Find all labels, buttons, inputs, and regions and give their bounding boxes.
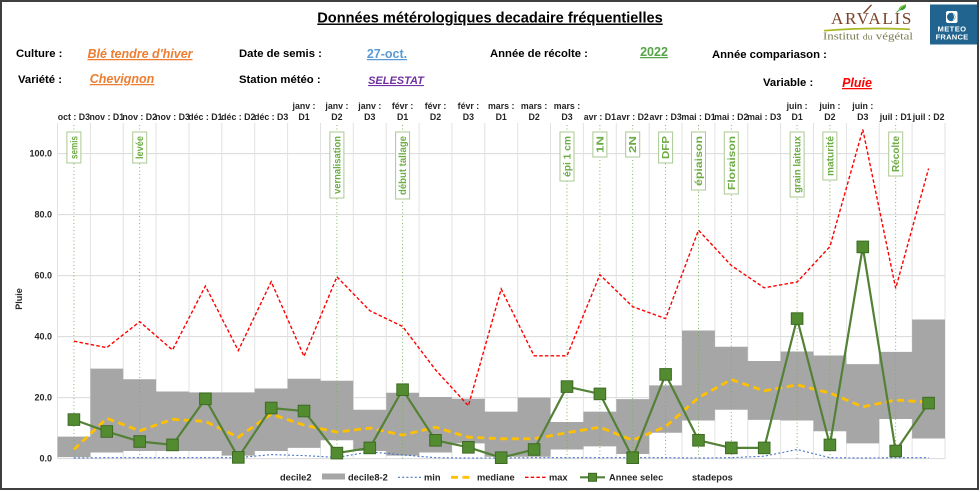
svg-text:decile8-2: decile8-2 — [348, 473, 388, 483]
svg-text:mars :: mars : — [554, 101, 580, 111]
svg-text:févr :: févr : — [425, 101, 447, 111]
svg-text:nov : D2: nov : D2 — [122, 112, 157, 122]
svg-text:déc : D3: déc : D3 — [254, 112, 288, 122]
svg-text:Pluie: Pluie — [842, 76, 872, 90]
svg-text:Année de récolte :: Année de récolte : — [490, 48, 588, 60]
svg-text:Variété :: Variété : — [18, 74, 62, 86]
svg-text:D1: D1 — [496, 112, 507, 122]
svg-text:semis: semis — [69, 136, 80, 159]
svg-text:déc : D1: déc : D1 — [188, 112, 222, 122]
svg-text:mars :: mars : — [521, 101, 547, 111]
svg-text:janv :: janv : — [292, 101, 316, 111]
svg-text:min: min — [424, 473, 441, 483]
svg-text:févr :: févr : — [392, 101, 414, 111]
svg-text:60.0: 60.0 — [34, 271, 52, 281]
svg-text:nov : D3: nov : D3 — [155, 112, 190, 122]
svg-text:avr : D1: avr : D1 — [584, 112, 616, 122]
svg-text:janv :: janv : — [357, 101, 381, 111]
svg-text:D1: D1 — [397, 112, 408, 122]
svg-text:D2: D2 — [430, 112, 441, 122]
svg-text:2022: 2022 — [640, 45, 668, 59]
svg-text:FRANCE: FRANCE — [936, 33, 969, 42]
svg-text:stadepos: stadepos — [692, 473, 733, 483]
svg-text:juin :: juin : — [786, 101, 808, 111]
svg-text:épiaison: épiaison — [694, 136, 705, 186]
svg-text:D3: D3 — [561, 112, 572, 122]
svg-text:D3: D3 — [364, 112, 375, 122]
svg-text:grain laiteux: grain laiteux — [793, 136, 804, 193]
svg-text:Récolte: Récolte — [891, 136, 902, 172]
svg-text:épi 1 cm: épi 1 cm — [563, 136, 574, 177]
svg-text:Pluie: Pluie — [14, 288, 24, 310]
svg-text:Station météo :: Station météo : — [239, 74, 321, 86]
svg-text:mai : D3: mai : D3 — [747, 112, 781, 122]
svg-text:D2: D2 — [528, 112, 539, 122]
svg-text:D3: D3 — [857, 112, 868, 122]
svg-text:déc : D2: déc : D2 — [221, 112, 255, 122]
svg-text:SELESTAT: SELESTAT — [368, 75, 425, 87]
svg-text:max: max — [549, 473, 568, 483]
svg-text:0.0: 0.0 — [39, 454, 52, 464]
svg-text:D1: D1 — [791, 112, 802, 122]
svg-text:maturité: maturité — [825, 136, 836, 176]
svg-text:27-oct.: 27-oct. — [367, 47, 407, 61]
svg-text:D2: D2 — [824, 112, 835, 122]
svg-text:DFP: DFP — [661, 136, 672, 159]
svg-text:Données métérologiques decadai: Données métérologiques decadaire fréquen… — [317, 11, 663, 27]
svg-text:D3: D3 — [463, 112, 474, 122]
svg-text:oct : D3: oct : D3 — [58, 112, 90, 122]
svg-text:Annee selec: Annee selec — [609, 473, 663, 483]
svg-text:vernalisation: vernalisation — [332, 136, 343, 194]
svg-text:100.0: 100.0 — [29, 149, 52, 159]
svg-text:80.0: 80.0 — [34, 210, 52, 220]
svg-text:début tallage: début tallage — [398, 136, 409, 195]
svg-text:Année compariason :: Année compariason : — [712, 49, 827, 61]
svg-text:Chevignon: Chevignon — [90, 72, 155, 86]
svg-text:mediane: mediane — [477, 473, 515, 483]
svg-text:janv :: janv : — [324, 101, 348, 111]
svg-text:Variable :: Variable : — [763, 77, 813, 89]
svg-text:ARVALIS: ARVALIS — [831, 9, 913, 28]
svg-text:2N: 2N — [628, 136, 639, 153]
svg-text:nov : D1: nov : D1 — [89, 112, 124, 122]
svg-text:D2: D2 — [331, 112, 342, 122]
svg-text:avr : D2: avr : D2 — [617, 112, 649, 122]
svg-text:D1: D1 — [298, 112, 309, 122]
svg-text:1N: 1N — [595, 136, 606, 153]
svg-text:juin :: juin : — [851, 101, 873, 111]
svg-text:METEO: METEO — [937, 25, 966, 34]
svg-text:févr :: févr : — [458, 101, 480, 111]
svg-text:mars :: mars : — [488, 101, 514, 111]
svg-text:Institut du végétal: Institut du végétal — [823, 32, 913, 43]
svg-text:Floraison: Floraison — [727, 136, 738, 190]
svg-text:juil : D1: juil : D1 — [879, 112, 912, 122]
svg-text:juil : D2: juil : D2 — [912, 112, 945, 122]
svg-text:Culture :: Culture : — [16, 48, 62, 60]
svg-text:40.0: 40.0 — [34, 332, 52, 342]
svg-text:mai : D2: mai : D2 — [714, 112, 748, 122]
svg-text:Blé tendre d'hiver: Blé tendre d'hiver — [87, 47, 193, 61]
svg-text:decile2: decile2 — [280, 473, 312, 483]
svg-text:levée: levée — [135, 136, 146, 159]
svg-text:20.0: 20.0 — [34, 393, 52, 403]
svg-text:juin :: juin : — [818, 101, 840, 111]
svg-text:avr : D3: avr : D3 — [649, 112, 681, 122]
svg-text:mai : D1: mai : D1 — [681, 112, 715, 122]
svg-text:Date de semis :: Date de semis : — [239, 48, 322, 60]
